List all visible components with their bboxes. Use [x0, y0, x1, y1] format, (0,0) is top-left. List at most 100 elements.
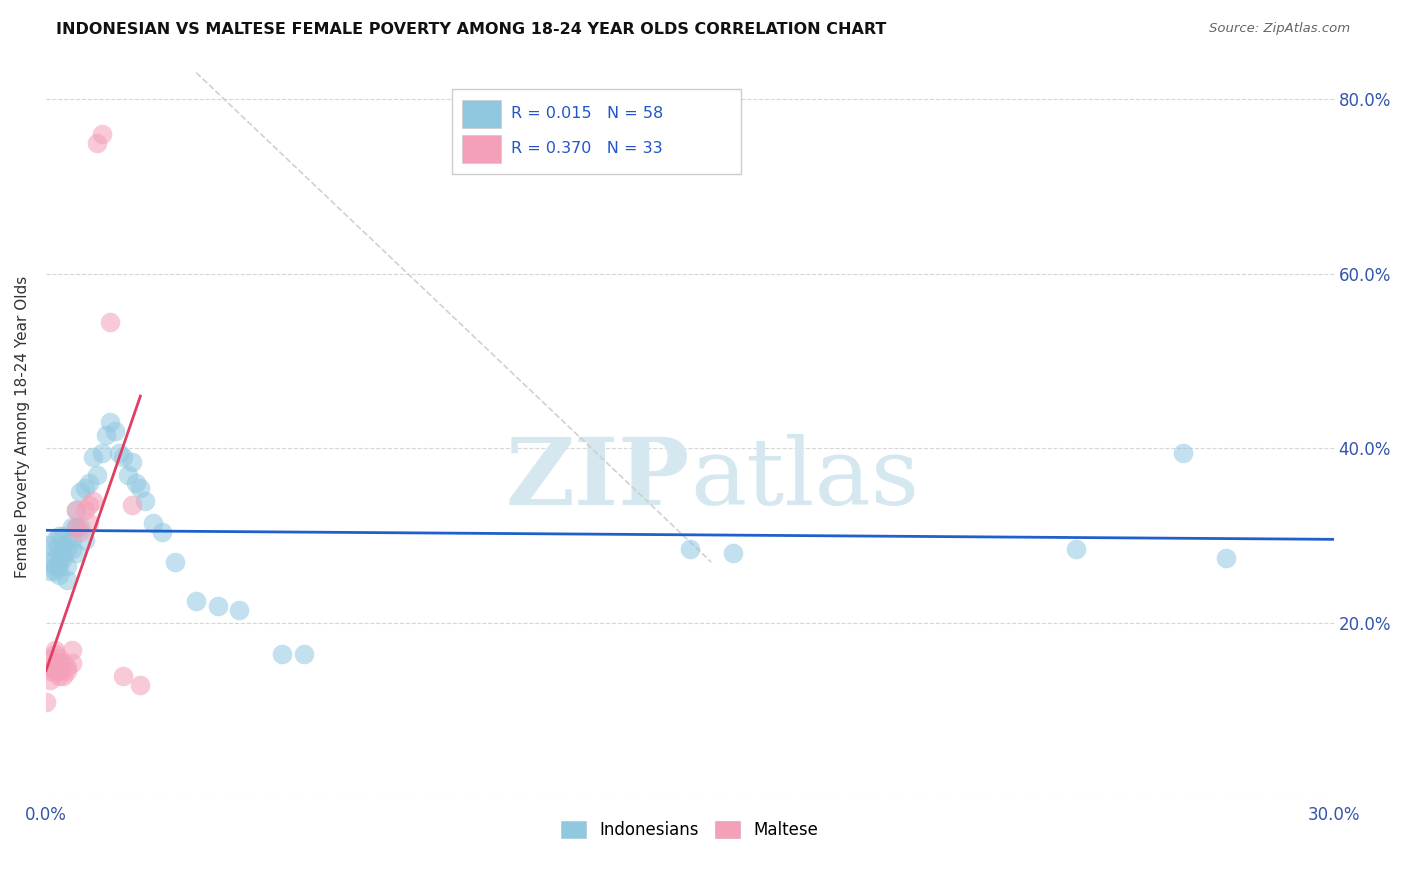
Point	[44, 533, 66, 548]
Point	[69, 485, 91, 500]
Point	[86, 467, 108, 482]
Point	[60, 642, 83, 657]
Point	[721, 546, 744, 560]
Point	[129, 677, 152, 691]
Point	[228, 603, 250, 617]
Point	[44, 642, 66, 657]
Point	[1064, 541, 1087, 556]
Point	[44, 550, 66, 565]
Point	[56, 559, 79, 574]
Point	[163, 555, 186, 569]
Point	[44, 647, 66, 661]
Point	[125, 476, 148, 491]
Point	[48, 541, 70, 556]
Point	[77, 498, 100, 512]
Point	[1173, 446, 1195, 460]
Point	[48, 656, 70, 670]
Point	[86, 136, 108, 150]
Point	[52, 550, 75, 565]
Point	[39, 665, 62, 679]
Point	[142, 516, 165, 530]
Point	[77, 516, 100, 530]
Point	[82, 450, 104, 465]
Point	[65, 520, 87, 534]
Point	[65, 502, 87, 516]
Point	[1215, 550, 1237, 565]
Point	[48, 529, 70, 543]
Point	[60, 541, 83, 556]
Point	[35, 695, 58, 709]
Point	[44, 665, 66, 679]
Text: ZIP: ZIP	[506, 434, 690, 524]
Point	[98, 315, 121, 329]
Text: atlas: atlas	[690, 434, 920, 524]
Point	[44, 541, 66, 556]
Point	[108, 446, 131, 460]
Point	[121, 454, 143, 468]
Point	[48, 669, 70, 683]
Point	[150, 524, 173, 539]
Point	[48, 559, 70, 574]
Point	[186, 594, 208, 608]
Point	[73, 533, 96, 548]
Point	[52, 656, 75, 670]
Point	[56, 541, 79, 556]
Text: R = 0.370   N = 33: R = 0.370 N = 33	[510, 141, 662, 156]
Point	[69, 524, 91, 539]
Point	[90, 127, 112, 141]
Point	[104, 424, 127, 438]
Point	[44, 656, 66, 670]
FancyBboxPatch shape	[463, 135, 501, 163]
Point	[65, 502, 87, 516]
Point	[73, 502, 96, 516]
Point	[52, 669, 75, 683]
FancyBboxPatch shape	[451, 88, 741, 174]
Point	[48, 651, 70, 665]
FancyBboxPatch shape	[463, 100, 501, 128]
Point	[39, 660, 62, 674]
Point	[60, 533, 83, 548]
Point	[271, 647, 294, 661]
Point	[112, 450, 135, 465]
Point	[56, 573, 79, 587]
Point	[52, 546, 75, 560]
Text: INDONESIAN VS MALTESE FEMALE POVERTY AMONG 18-24 YEAR OLDS CORRELATION CHART: INDONESIAN VS MALTESE FEMALE POVERTY AMO…	[56, 22, 887, 37]
Point	[82, 494, 104, 508]
Point	[134, 494, 156, 508]
Point	[90, 446, 112, 460]
Point	[65, 546, 87, 560]
Point	[77, 476, 100, 491]
Point	[44, 660, 66, 674]
Point	[73, 481, 96, 495]
Point	[48, 665, 70, 679]
Y-axis label: Female Poverty Among 18-24 Year Olds: Female Poverty Among 18-24 Year Olds	[15, 276, 30, 578]
Legend: Indonesians, Maltese: Indonesians, Maltese	[554, 814, 825, 846]
Point	[60, 656, 83, 670]
Point	[207, 599, 229, 613]
Point	[39, 651, 62, 665]
Point	[69, 520, 91, 534]
Point	[112, 669, 135, 683]
Point	[60, 520, 83, 534]
Point	[44, 564, 66, 578]
Point	[117, 467, 139, 482]
Point	[44, 559, 66, 574]
Point	[56, 660, 79, 674]
Point	[679, 541, 702, 556]
Point	[94, 428, 117, 442]
Point	[129, 481, 152, 495]
Point	[39, 673, 62, 687]
Point	[52, 538, 75, 552]
Point	[48, 555, 70, 569]
Text: Source: ZipAtlas.com: Source: ZipAtlas.com	[1209, 22, 1350, 36]
Point	[121, 498, 143, 512]
Point	[39, 538, 62, 552]
Point	[39, 564, 62, 578]
Point	[56, 533, 79, 548]
Text: R = 0.015   N = 58: R = 0.015 N = 58	[510, 106, 664, 121]
Point	[52, 529, 75, 543]
Point	[292, 647, 315, 661]
Point	[48, 568, 70, 582]
Point	[65, 520, 87, 534]
Point	[56, 665, 79, 679]
